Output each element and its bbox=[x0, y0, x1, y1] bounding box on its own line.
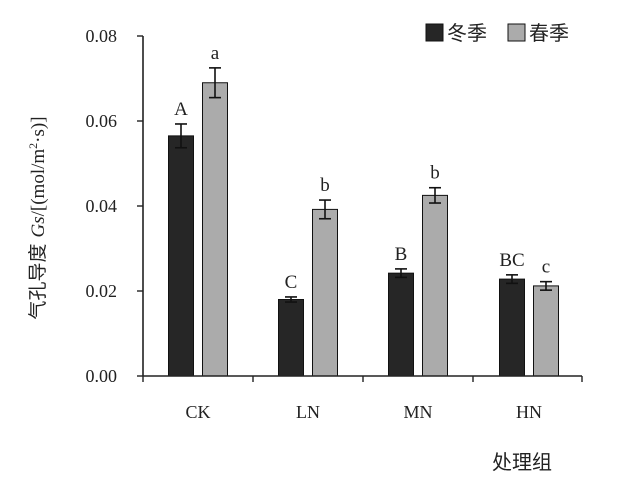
bar-hn-series-0 bbox=[499, 278, 525, 377]
y-tick-label: 0.02 bbox=[86, 281, 118, 301]
significance-labels-layer: A C B BC a b b c bbox=[174, 43, 550, 293]
x-tick-label: CK bbox=[185, 402, 210, 422]
bar-mn-series-1 bbox=[422, 194, 448, 377]
y-tick-label: 0.08 bbox=[86, 26, 118, 46]
bar-ck-series-0 bbox=[168, 135, 194, 377]
y-axis-title: 气孔导度 Gs/[(mol/m2·s)] bbox=[26, 116, 49, 319]
significance-label: B bbox=[395, 244, 408, 265]
significance-label: b bbox=[430, 163, 440, 184]
bars-layer bbox=[168, 82, 559, 377]
significance-label: C bbox=[285, 272, 298, 293]
significance-label: b bbox=[320, 175, 330, 196]
y-ticks: 0.00 0.02 0.04 0.06 0.08 bbox=[86, 26, 143, 386]
bar-ck-series-1 bbox=[202, 82, 228, 377]
legend-swatch-winter bbox=[425, 23, 444, 42]
y-tick-label: 0.04 bbox=[86, 196, 118, 216]
x-tick-label: MN bbox=[403, 402, 432, 422]
significance-label: A bbox=[174, 99, 188, 120]
legend-label-spring: 春季 bbox=[529, 22, 569, 45]
x-tick-label: HN bbox=[516, 402, 542, 422]
significance-label: a bbox=[211, 43, 220, 64]
x-tick-label: LN bbox=[296, 402, 320, 422]
y-tick-label: 0.00 bbox=[86, 366, 118, 386]
x-ticks: CK LN MN HN bbox=[142, 376, 583, 422]
legend: 冬季 春季 bbox=[425, 22, 569, 45]
significance-label: BC bbox=[499, 250, 524, 271]
bar-ln-series-0 bbox=[278, 299, 304, 377]
legend-label-winter: 冬季 bbox=[447, 22, 487, 45]
legend-swatch-spring bbox=[507, 23, 526, 42]
x-axis-title: 处理组 bbox=[492, 451, 552, 474]
error-bars-layer bbox=[175, 67, 552, 303]
y-tick-label: 0.06 bbox=[86, 111, 118, 131]
bar-ln-series-1 bbox=[312, 208, 338, 377]
bar-hn-series-1 bbox=[533, 285, 559, 377]
bar-mn-series-0 bbox=[388, 272, 414, 377]
significance-label: c bbox=[542, 257, 550, 278]
